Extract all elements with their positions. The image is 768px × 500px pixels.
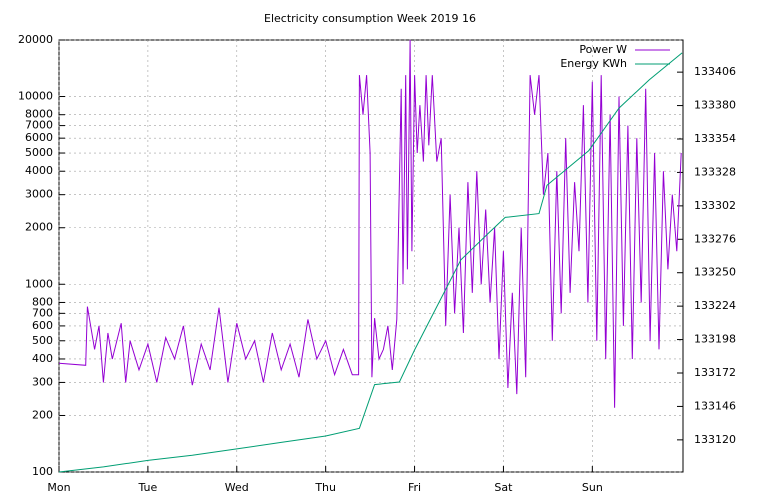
y-tick-label: 100 — [32, 465, 53, 478]
y-tick-label: 300 — [32, 375, 53, 388]
series-line — [58, 39, 682, 408]
y-tick-label: 4000 — [25, 164, 53, 177]
y-tick-label: 400 — [32, 352, 53, 365]
y-tick-label: 2000 — [25, 221, 53, 234]
x-tick-label: Sat — [494, 481, 513, 494]
chart-title: Electricity consumption Week 2019 16 — [264, 12, 476, 25]
y2-tick-label: 133276 — [694, 232, 736, 245]
x-tick-label: Thu — [314, 481, 336, 494]
y2-tick-label: 133224 — [694, 299, 736, 312]
y-tick-label: 10000 — [18, 90, 53, 103]
y-tick-label: 1000 — [25, 277, 53, 290]
y2-tick-label: 133172 — [694, 366, 736, 379]
y-tick-label: 8000 — [25, 108, 53, 121]
y-tick-label: 7000 — [25, 119, 53, 132]
x-tick-label: Mon — [47, 481, 70, 494]
y-tick-label: 600 — [32, 319, 53, 332]
x-tick-label: Fri — [408, 481, 421, 494]
y2-tick-label: 133198 — [694, 333, 736, 346]
y2-tick-label: 133328 — [694, 165, 736, 178]
y2-tick-label: 133250 — [694, 266, 736, 279]
y-tick-label: 700 — [32, 306, 53, 319]
y-tick-label: 3000 — [25, 188, 53, 201]
x-tick-label: Tue — [137, 481, 157, 494]
y2-tick-label: 133120 — [694, 433, 736, 446]
y2-tick-label: 133302 — [694, 199, 736, 212]
y-tick-label: 6000 — [25, 131, 53, 144]
series-line — [58, 52, 683, 473]
x-tick-label: Sun — [582, 481, 603, 494]
y2-tick-label: 133354 — [694, 132, 736, 145]
y-tick-label: 500 — [32, 334, 53, 347]
legend-label: Energy KWh — [560, 57, 627, 70]
y-tick-label: 20000 — [18, 33, 53, 46]
y-tick-label: 200 — [32, 408, 53, 421]
y2-tick-label: 133406 — [694, 65, 736, 78]
y2-tick-label: 133380 — [694, 99, 736, 112]
legend-label: Power W — [579, 43, 627, 56]
y-tick-label: 800 — [32, 295, 53, 308]
y-tick-label: 5000 — [25, 146, 53, 159]
y2-tick-label: 133146 — [694, 399, 736, 412]
x-tick-label: Wed — [225, 481, 249, 494]
